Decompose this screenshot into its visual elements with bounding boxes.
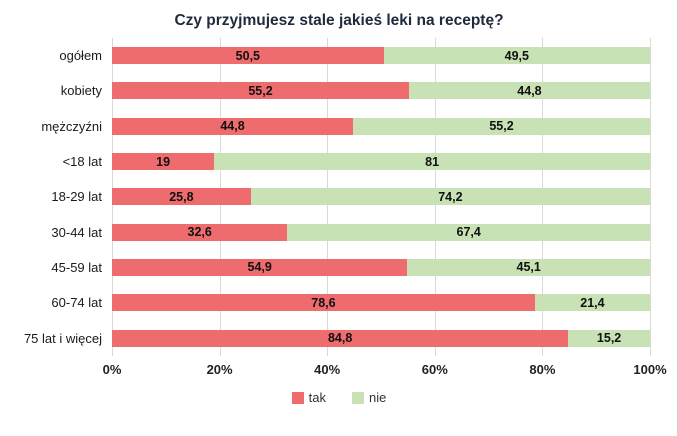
x-tick-label: 80% — [529, 362, 556, 377]
x-tick-label: 60% — [421, 362, 448, 377]
bar-track: 84,8 15,2 — [112, 329, 650, 347]
bar-value-label: 45,1 — [516, 260, 541, 275]
bar-segment-nie: 49,5 — [383, 47, 650, 65]
bar-value-label: 25,8 — [169, 189, 194, 204]
bar-segment-nie: 67,4 — [287, 223, 650, 241]
x-tick-label: 20% — [206, 362, 233, 377]
gridline — [650, 38, 651, 356]
bar-row: ogółem 50,5 49,5 — [59, 38, 650, 73]
category-label: ogółem — [59, 48, 102, 64]
bar-value-label: 21,4 — [580, 295, 605, 310]
bar-row: 18-29 lat 25,8 74,2 — [51, 179, 650, 214]
legend-swatch-tak — [291, 391, 304, 404]
x-tick-label: 0% — [102, 362, 122, 377]
plot-area: ogółem 50,5 49,5 kobiety 55,2 44,8 mężczyźni 44… — [24, 38, 651, 356]
bar-track: 78,6 21,4 — [112, 294, 650, 312]
category-label: <18 lat — [62, 154, 102, 170]
legend-item-tak: tak — [291, 390, 326, 405]
bar-value-label: 15,2 — [596, 331, 622, 346]
bar-segment-tak: 44,8 — [112, 117, 354, 135]
bar-segment-tak: 78,6 — [112, 294, 535, 312]
bar-value-label: 32,6 — [187, 225, 212, 240]
bar-track: 54,9 45,1 — [112, 258, 650, 276]
bar-segment-tak: 84,8 — [112, 329, 569, 347]
bar-value-label: 78,6 — [311, 295, 336, 310]
bar-value-label: 54,9 — [247, 260, 272, 275]
bar-segment-nie: 74,2 — [250, 188, 650, 206]
bar-value-label: 19 — [156, 154, 171, 169]
legend-label-nie: nie — [368, 390, 387, 405]
category-label: 18-29 lat — [51, 189, 102, 205]
category-label: 75 lat i więcej — [23, 330, 102, 346]
bar-segment-nie: 44,8 — [408, 82, 650, 100]
category-label: 60-74 lat — [51, 295, 102, 311]
bar-value-label: 55,2 — [248, 83, 273, 98]
bar-row: <18 lat 19 81 — [63, 144, 650, 179]
bar-value-label: 49,5 — [504, 48, 529, 63]
bar-segment-tak: 32,6 — [112, 223, 288, 241]
category-label: 45-59 lat — [51, 259, 102, 275]
bar-track: 32,6 67,4 — [112, 223, 650, 241]
bar-track: 25,8 74,2 — [112, 188, 650, 206]
bar-row: 75 lat i więcej 84,8 15,2 — [24, 320, 650, 355]
x-tick-label: 100% — [633, 362, 667, 377]
bar-segment-nie: 45,1 — [407, 258, 650, 276]
bar-segment-nie: 21,4 — [534, 294, 650, 312]
bar-row: 45-59 lat 54,9 45,1 — [51, 250, 650, 285]
bar-segment-tak: 50,5 — [112, 47, 384, 65]
category-label: mężczyźni — [41, 118, 102, 134]
x-tick-label: 40% — [314, 362, 341, 377]
bar-row: 30-44 lat 32,6 67,4 — [51, 214, 650, 249]
bar-value-label: 84,8 — [327, 331, 353, 346]
bar-segment-nie: 15,2 — [568, 329, 650, 347]
bar-value-label: 74,2 — [438, 189, 463, 204]
bar-segment-tak: 54,9 — [112, 258, 408, 276]
chart-title: Czy przyjmujesz stale jakieś leki na rec… — [174, 12, 504, 29]
bar-rows: ogółem 50,5 49,5 kobiety 55,2 44,8 mężczyźni 44… — [24, 38, 650, 356]
bar-value-label: 50,5 — [235, 48, 261, 63]
bar-track: 55,2 44,8 — [112, 82, 650, 100]
bar-value-label: 55,2 — [489, 119, 514, 134]
legend-item-nie: nie — [351, 390, 387, 405]
bar-segment-tak: 55,2 — [112, 82, 409, 100]
legend-swatch-nie — [351, 391, 364, 404]
legend: tak nie — [0, 390, 678, 405]
bar-value-label: 81 — [425, 154, 440, 169]
category-label: 30-44 lat — [51, 224, 102, 240]
bar-track: 50,5 49,5 — [112, 47, 650, 65]
bar-segment-nie: 55,2 — [353, 117, 650, 135]
bar-row: 60-74 lat 78,6 21,4 — [51, 285, 650, 320]
bar-value-label: 44,8 — [517, 83, 542, 98]
bar-segment-tak: 19 — [112, 153, 215, 171]
bar-segment-tak: 25,8 — [112, 188, 251, 206]
bar-segment-nie: 81 — [214, 153, 650, 171]
bar-track: 19 81 — [112, 153, 650, 171]
x-axis: 0% 20% 40% 60% 80% 100% — [103, 360, 667, 382]
legend-label-tak: tak — [308, 390, 326, 405]
bar-row: mężczyźni 44,8 55,2 — [41, 109, 650, 144]
bar-value-label: 67,4 — [456, 225, 481, 240]
bar-value-label: 44,8 — [220, 119, 245, 134]
bar-track: 44,8 55,2 — [112, 117, 650, 135]
bar-row: kobiety 55,2 44,8 — [61, 73, 650, 108]
category-label: kobiety — [60, 83, 102, 99]
